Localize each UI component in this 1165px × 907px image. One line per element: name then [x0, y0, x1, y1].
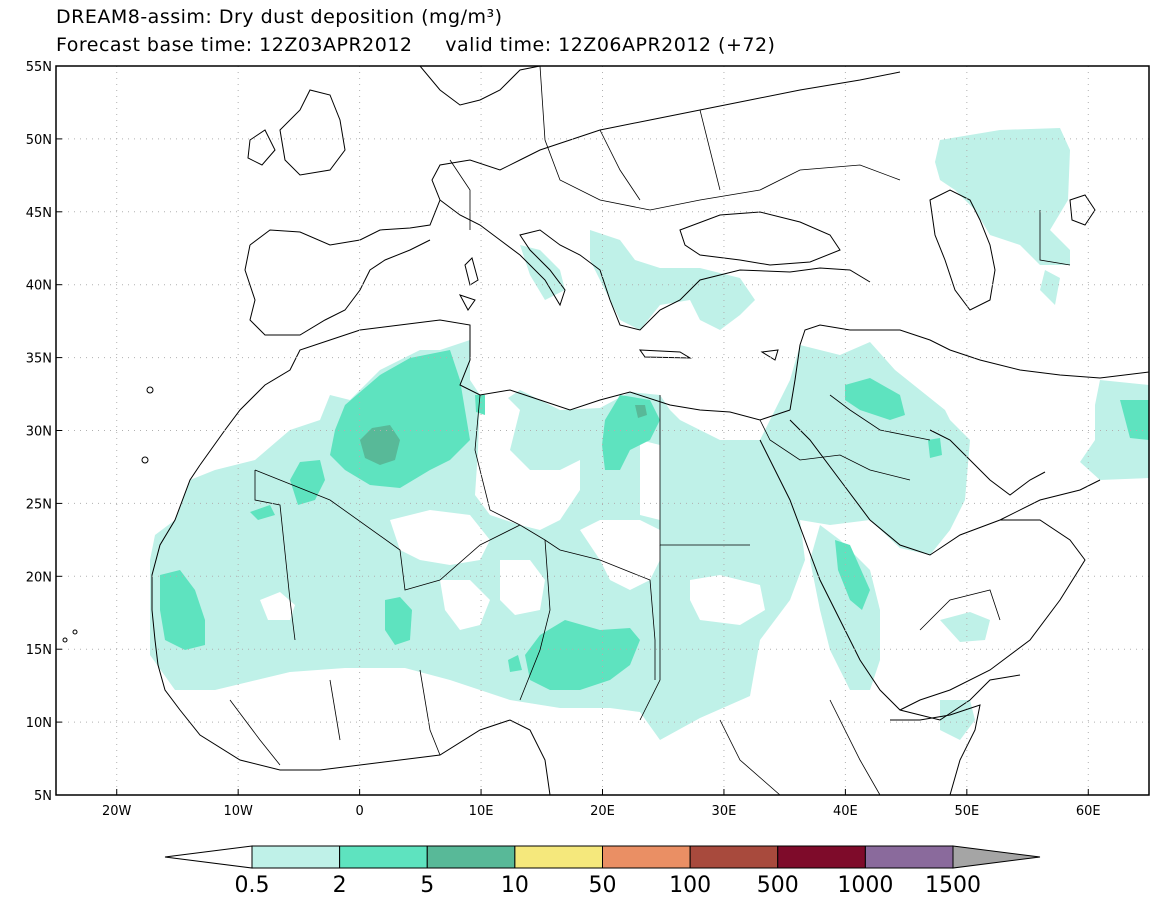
coastlines-borders — [62, 66, 1149, 795]
colorbar-swatch — [251, 845, 341, 869]
lat-tick-label: 55N — [26, 60, 52, 75]
lat-tick-label: 20N — [26, 570, 52, 585]
lat-tick-label: 15N — [26, 643, 52, 658]
colorbar-label: 100 — [669, 873, 711, 898]
colorbar-label: 0.5 — [235, 873, 270, 898]
colorbar-swatch — [426, 845, 516, 869]
valid-time: valid time: 12Z06APR2012 (+72) — [445, 34, 776, 56]
field-level-5 — [360, 405, 647, 465]
map-title: DREAM8-assim: Dry dust deposition (mg/m³… — [56, 6, 503, 28]
colorbar: 0.5 2 5 10 50 100 500 1000 1500 — [164, 845, 1041, 898]
field-holes — [260, 395, 765, 630]
map-subtitle: Forecast base time: 12Z03APR2012 valid t… — [56, 34, 775, 56]
colorbar-label: 2 — [333, 873, 347, 898]
lon-tick-label: 10E — [469, 804, 494, 819]
lat-tick-label: 25N — [26, 497, 52, 512]
lat-tick-label: 5N — [34, 789, 52, 804]
colorbar-low-extension — [164, 845, 253, 869]
grid-lines — [56, 66, 1149, 795]
colorbar-swatch — [514, 845, 603, 869]
lat-tick-label: 30N — [26, 425, 52, 440]
colorbar-label: 5 — [420, 873, 434, 898]
colorbar-swatch — [689, 845, 779, 869]
colorbar-label: 500 — [757, 873, 799, 898]
lat-tick-label: 50N — [26, 133, 52, 148]
lon-tick-label: 0 — [355, 804, 363, 819]
lon-tick-label: 60E — [1076, 804, 1101, 819]
colorbar-swatch — [777, 845, 866, 869]
map-axes: 55N 50N 45N 40N 35N 30N 25N 20N 15N 10N 5N 20W 10W 0 1… — [26, 60, 1101, 819]
colorbar-swatch — [339, 845, 428, 869]
colorbar-label: 10 — [501, 873, 529, 898]
lat-tick-label: 10N — [26, 716, 52, 731]
lon-tick-label: 20E — [590, 804, 615, 819]
colorbar-swatch — [602, 845, 691, 869]
lat-tick-label: 35N — [26, 352, 52, 367]
deposition-field — [150, 128, 1149, 740]
lon-tick-label: 40E — [833, 804, 858, 819]
lon-tick-label: 30E — [712, 804, 737, 819]
colorbar-high-extension — [952, 845, 1041, 869]
colorbar-swatch — [864, 845, 954, 869]
colorbar-label: 1000 — [837, 873, 893, 898]
lat-tick-label: 40N — [26, 279, 52, 294]
lat-tick-label: 45N — [26, 206, 52, 221]
colorbar-label: 1500 — [925, 873, 981, 898]
lon-tick-label: 10W — [223, 804, 253, 819]
colorbar-label: 50 — [589, 873, 617, 898]
forecast-base-time: Forecast base time: 12Z03APR2012 — [56, 34, 413, 56]
lon-tick-label: 50E — [954, 804, 979, 819]
lon-tick-label: 20W — [102, 804, 132, 819]
